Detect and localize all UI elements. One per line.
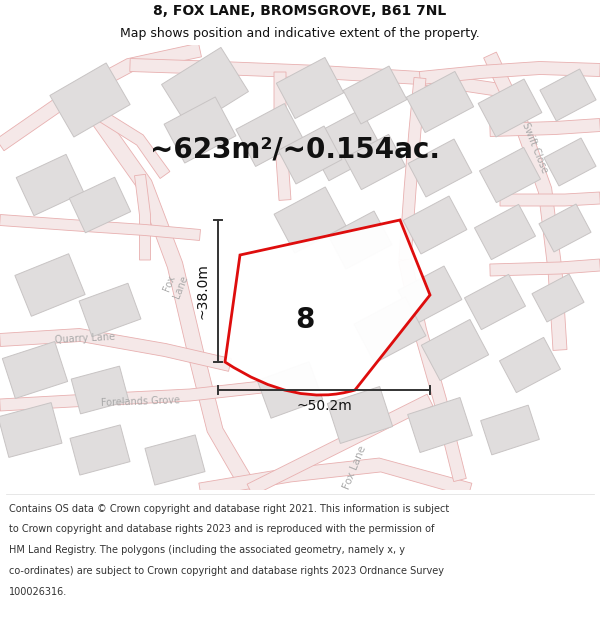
Polygon shape <box>307 109 383 181</box>
Polygon shape <box>15 254 85 316</box>
Polygon shape <box>71 366 129 414</box>
Polygon shape <box>399 78 426 261</box>
Polygon shape <box>475 204 536 259</box>
Text: co-ordinates) are subject to Crown copyright and database rights 2023 Ordnance S: co-ordinates) are subject to Crown copyr… <box>9 566 444 576</box>
Polygon shape <box>328 211 392 269</box>
Polygon shape <box>500 192 600 206</box>
Text: 8, FOX LANE, BROMSGROVE, B61 7NL: 8, FOX LANE, BROMSGROVE, B61 7NL <box>154 4 446 18</box>
Polygon shape <box>499 338 560 392</box>
Polygon shape <box>0 214 200 241</box>
Polygon shape <box>161 48 248 129</box>
Polygon shape <box>532 274 584 322</box>
Polygon shape <box>16 154 84 216</box>
Polygon shape <box>70 425 130 475</box>
Text: 100026316.: 100026316. <box>9 588 67 598</box>
Polygon shape <box>130 59 501 96</box>
Polygon shape <box>540 69 596 121</box>
Polygon shape <box>247 394 433 496</box>
Text: Forelands Grove: Forelands Grove <box>100 396 180 408</box>
Text: ~38.0m: ~38.0m <box>196 263 210 319</box>
Polygon shape <box>134 174 151 260</box>
Polygon shape <box>274 72 291 201</box>
Polygon shape <box>0 43 202 151</box>
Polygon shape <box>79 283 141 337</box>
Text: Fox Lane: Fox Lane <box>342 445 368 491</box>
PathPatch shape <box>225 220 430 395</box>
Polygon shape <box>419 61 600 84</box>
Polygon shape <box>490 259 600 276</box>
Text: ~623m²/~0.154ac.: ~623m²/~0.154ac. <box>150 136 440 164</box>
Polygon shape <box>0 379 281 411</box>
Polygon shape <box>164 97 236 163</box>
Polygon shape <box>484 52 567 351</box>
Polygon shape <box>481 405 539 455</box>
Polygon shape <box>70 177 131 232</box>
Polygon shape <box>0 402 62 458</box>
Polygon shape <box>398 266 462 324</box>
Polygon shape <box>344 134 406 189</box>
Text: to Crown copyright and database rights 2023 and is reproduced with the permissio: to Crown copyright and database rights 2… <box>9 524 434 534</box>
Polygon shape <box>408 139 472 197</box>
Polygon shape <box>464 274 526 329</box>
Polygon shape <box>539 204 591 252</box>
Polygon shape <box>62 94 170 179</box>
Polygon shape <box>398 259 466 482</box>
Polygon shape <box>257 362 323 418</box>
Text: Contains OS data © Crown copyright and database right 2021. This information is : Contains OS data © Crown copyright and d… <box>9 504 449 514</box>
Polygon shape <box>403 196 467 254</box>
Text: Quarry Lane: Quarry Lane <box>55 331 115 344</box>
Polygon shape <box>490 119 600 136</box>
Polygon shape <box>277 58 344 119</box>
Polygon shape <box>544 138 596 186</box>
Polygon shape <box>354 297 426 363</box>
Text: HM Land Registry. The polygons (including the associated geometry, namely x, y: HM Land Registry. The polygons (includin… <box>9 546 405 556</box>
Text: ~50.2m: ~50.2m <box>296 399 352 413</box>
Polygon shape <box>0 329 232 371</box>
Text: Swift Close: Swift Close <box>520 121 550 175</box>
Polygon shape <box>421 319 488 381</box>
Text: Map shows position and indicative extent of the property.: Map shows position and indicative extent… <box>120 28 480 40</box>
Polygon shape <box>479 148 541 202</box>
Polygon shape <box>199 458 472 497</box>
Polygon shape <box>407 398 472 452</box>
Polygon shape <box>478 79 542 137</box>
Polygon shape <box>79 96 257 494</box>
Polygon shape <box>236 104 304 166</box>
Polygon shape <box>145 435 205 485</box>
Polygon shape <box>278 126 342 184</box>
Text: Fox
Lane: Fox Lane <box>161 270 190 300</box>
Polygon shape <box>274 187 346 253</box>
Polygon shape <box>406 71 473 132</box>
Polygon shape <box>343 66 407 124</box>
Polygon shape <box>328 386 392 444</box>
Polygon shape <box>50 63 130 137</box>
Text: 8: 8 <box>295 306 314 334</box>
Polygon shape <box>2 341 68 399</box>
